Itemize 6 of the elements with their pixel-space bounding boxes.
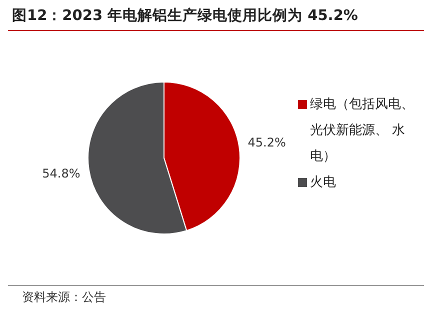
chart-title: 图12：2023 年电解铝生产绿电使用比例为 45.2%: [12, 6, 358, 25]
data-label: 54.8%: [42, 166, 80, 181]
data-label: 45.2%: [248, 135, 286, 150]
text: 资料来源：公告: [22, 289, 106, 306]
legend-label: 火电: [310, 174, 336, 192]
legend-label: 绿电（包括风电、光伏新能源、 水电）: [310, 96, 415, 166]
